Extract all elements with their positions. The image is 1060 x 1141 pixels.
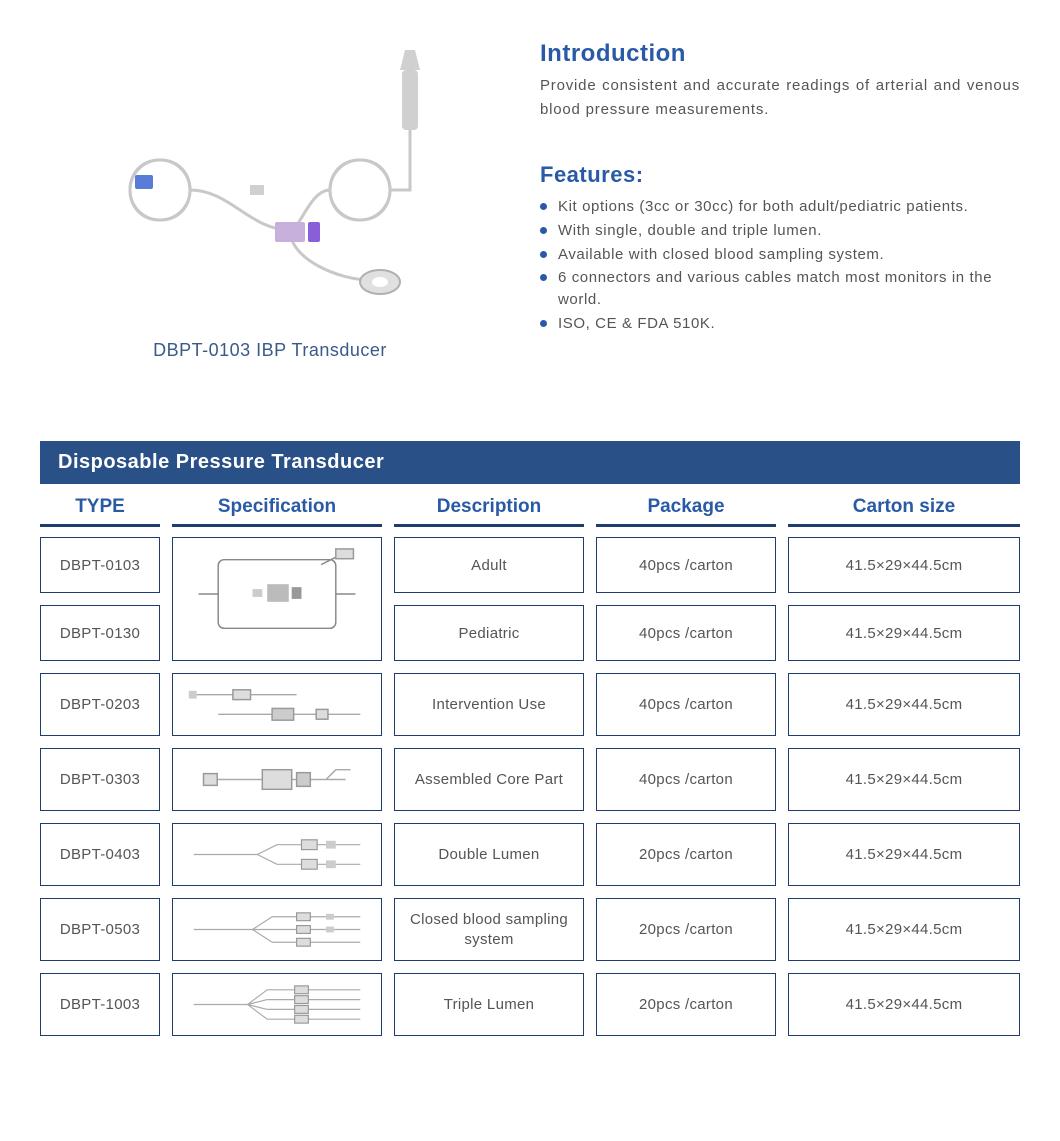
product-column: DBPT-0103 IBP Transducer bbox=[40, 30, 500, 361]
table-header-row: TYPE Specification Description Package C… bbox=[40, 490, 1020, 527]
table-row: DBPT-0303 Assembled Core Part 40pcs /car… bbox=[40, 748, 1020, 811]
type-cell: DBPT-0303 bbox=[40, 748, 160, 811]
cart-stack: 41.5×29×44.5cm 41.5×29×44.5cm bbox=[788, 537, 1020, 661]
desc-cell: Double Lumen bbox=[394, 823, 584, 886]
intro-heading: Introduction bbox=[540, 40, 1020, 68]
type-cell: DBPT-0403 bbox=[40, 823, 160, 886]
type-cell: DBPT-1003 bbox=[40, 973, 160, 1036]
header-type: TYPE bbox=[40, 490, 160, 527]
table-row: DBPT-0403 Double Lumen 20pcs /carton 41.… bbox=[40, 823, 1020, 886]
cart-cell: 41.5×29×44.5cm bbox=[788, 537, 1020, 593]
table-row: DBPT-0203 Intervention Use 40pcs /carton… bbox=[40, 673, 1020, 736]
product-image bbox=[80, 30, 460, 330]
cart-cell: 41.5×29×44.5cm bbox=[788, 605, 1020, 661]
intro-text: Provide consistent and accurate readings… bbox=[540, 74, 1020, 122]
type-cell: DBPT-0503 bbox=[40, 898, 160, 961]
feature-item: Kit options (3cc or 30cc) for both adult… bbox=[540, 196, 1020, 218]
header-cart: Carton size bbox=[788, 490, 1020, 527]
spec-diagram-icon bbox=[179, 755, 375, 804]
table-title-bar: Disposable Pressure Transducer bbox=[40, 441, 1020, 484]
pack-stack: 40pcs /carton 40pcs /carton bbox=[596, 537, 776, 661]
spec-cell bbox=[172, 823, 382, 886]
feature-item: ISO, CE & FDA 510K. bbox=[540, 313, 1020, 335]
type-cell: DBPT-0203 bbox=[40, 673, 160, 736]
spec-cell bbox=[172, 973, 382, 1036]
features-list: Kit options (3cc or 30cc) for both adult… bbox=[540, 196, 1020, 335]
desc-cell: Adult bbox=[394, 537, 584, 593]
spec-diagram-icon bbox=[179, 545, 375, 653]
product-caption: DBPT-0103 IBP Transducer bbox=[153, 340, 387, 361]
spec-diagram-icon bbox=[179, 905, 375, 954]
desc-cell: Pediatric bbox=[394, 605, 584, 661]
cart-cell: 41.5×29×44.5cm bbox=[788, 748, 1020, 811]
pack-cell: 40pcs /carton bbox=[596, 605, 776, 661]
spec-cell bbox=[172, 673, 382, 736]
feature-item: With single, double and triple lumen. bbox=[540, 220, 1020, 242]
table-row: DBPT-0503 Closed blood sampling system 2 bbox=[40, 898, 1020, 961]
header-desc: Description bbox=[394, 490, 584, 527]
type-cell: DBPT-0130 bbox=[40, 605, 160, 661]
cart-cell: 41.5×29×44.5cm bbox=[788, 673, 1020, 736]
desc-cell: Assembled Core Part bbox=[394, 748, 584, 811]
header-spec: Specification bbox=[172, 490, 382, 527]
table-row: DBPT-1003 Triple Lumen 20pcs /carton bbox=[40, 973, 1020, 1036]
type-stack: DBPT-0103 DBPT-0130 bbox=[40, 537, 160, 661]
header-pack: Package bbox=[596, 490, 776, 527]
desc-cell: Intervention Use bbox=[394, 673, 584, 736]
feature-item: Available with closed blood sampling sys… bbox=[540, 244, 1020, 266]
pack-cell: 40pcs /carton bbox=[596, 673, 776, 736]
top-section: DBPT-0103 IBP Transducer Introduction Pr… bbox=[40, 30, 1020, 361]
pack-cell: 20pcs /carton bbox=[596, 898, 776, 961]
transducer-illustration-icon bbox=[80, 30, 460, 330]
spec-cell bbox=[172, 537, 382, 661]
pack-cell: 40pcs /carton bbox=[596, 748, 776, 811]
desc-cell: Closed blood sampling system bbox=[394, 898, 584, 961]
table-row-group: DBPT-0103 DBPT-0130 Adult Pediatric bbox=[40, 537, 1020, 661]
cart-cell: 41.5×29×44.5cm bbox=[788, 973, 1020, 1036]
spec-cell bbox=[172, 898, 382, 961]
desc-stack: Adult Pediatric bbox=[394, 537, 584, 661]
spec-diagram-icon bbox=[179, 680, 375, 729]
feature-item: 6 connectors and various cables match mo… bbox=[540, 267, 1020, 311]
pack-cell: 20pcs /carton bbox=[596, 973, 776, 1036]
spec-diagram-icon bbox=[179, 830, 375, 879]
cart-cell: 41.5×29×44.5cm bbox=[788, 898, 1020, 961]
table-body: DBPT-0103 DBPT-0130 Adult Pediatric bbox=[40, 537, 1020, 1036]
pack-cell: 40pcs /carton bbox=[596, 537, 776, 593]
info-column: Introduction Provide consistent and accu… bbox=[540, 30, 1020, 361]
spec-diagram-icon bbox=[179, 980, 375, 1029]
spec-cell bbox=[172, 748, 382, 811]
features-heading: Features: bbox=[540, 162, 1020, 188]
pack-cell: 20pcs /carton bbox=[596, 823, 776, 886]
cart-cell: 41.5×29×44.5cm bbox=[788, 823, 1020, 886]
type-cell: DBPT-0103 bbox=[40, 537, 160, 593]
desc-cell: Triple Lumen bbox=[394, 973, 584, 1036]
